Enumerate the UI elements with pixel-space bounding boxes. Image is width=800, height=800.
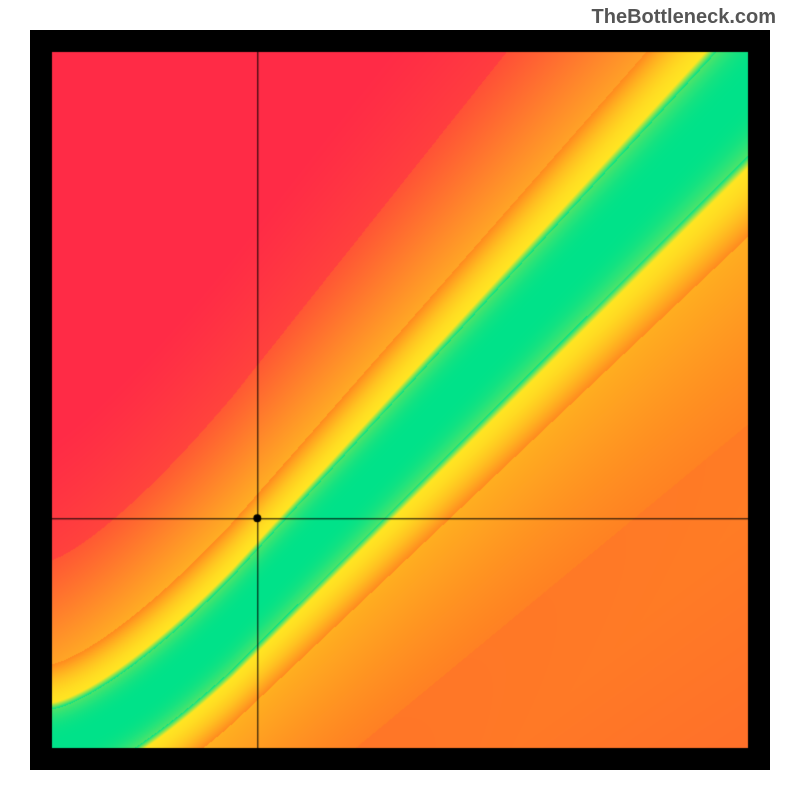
watermark-text: TheBottleneck.com [592,6,776,29]
plot-frame [30,30,770,770]
heatmap-canvas [30,30,770,770]
chart-container: TheBottleneck.com [0,0,800,800]
